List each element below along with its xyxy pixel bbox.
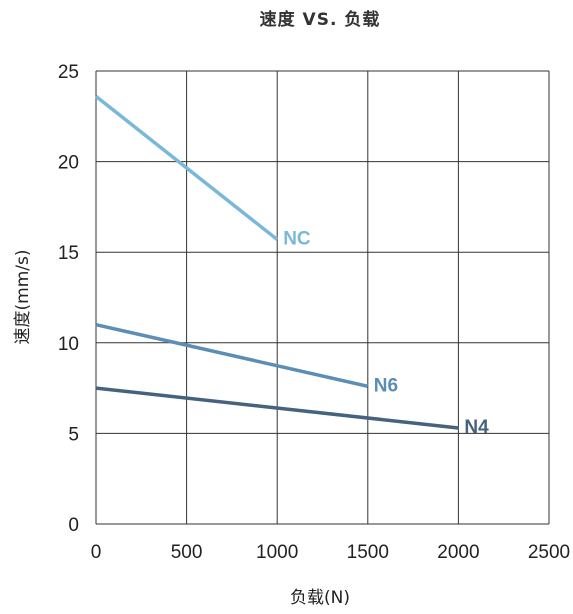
y-tick-label: 20 xyxy=(58,153,79,174)
y-tick-label: 25 xyxy=(58,62,79,83)
x-tick-label: 500 xyxy=(171,542,203,563)
plot-grid xyxy=(95,70,550,525)
x-tick-label: 0 xyxy=(91,542,102,563)
series-label-nc: NC xyxy=(283,229,311,250)
y-tick-label: 0 xyxy=(68,515,79,536)
x-axis-ticks: 0 500 1000 1500 2000 2500 xyxy=(91,542,570,563)
x-tick-label: 2500 xyxy=(528,542,570,563)
y-axis-ticks: 0 5 10 15 20 25 xyxy=(58,62,79,536)
series-line-nc xyxy=(94,94,279,241)
series-line-n4 xyxy=(95,386,459,430)
y-tick-label: 10 xyxy=(58,334,79,355)
y-axis-label: 速度(mm/s) xyxy=(13,250,33,345)
series-label-n6: N6 xyxy=(374,375,398,396)
x-tick-label: 1500 xyxy=(347,542,389,563)
y-tick-label: 5 xyxy=(68,424,79,445)
x-axis-label: 负载(N) xyxy=(290,588,350,608)
series-label-n4: N4 xyxy=(464,417,489,438)
x-tick-label: 2000 xyxy=(437,542,479,563)
series-lines: NC N6 N4 xyxy=(94,94,489,438)
chart-title: 速度 VS. 负载 xyxy=(260,9,381,30)
x-tick-label: 1000 xyxy=(256,542,298,563)
series-line-n6 xyxy=(95,322,369,388)
y-tick-label: 15 xyxy=(58,243,79,264)
